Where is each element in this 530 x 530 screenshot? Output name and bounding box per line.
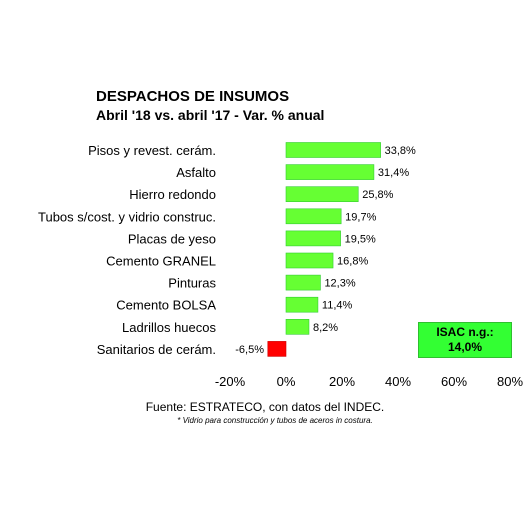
bar-7	[285, 296, 319, 313]
data-label: 19,7%	[345, 211, 376, 223]
bar-2	[285, 186, 359, 202]
x-tick-label: 80%	[497, 374, 523, 389]
bar-3	[285, 208, 342, 225]
category-label: Pisos y revest. cerám.	[88, 143, 216, 158]
data-label: -6,5%	[235, 344, 264, 356]
isac-value: 14,0%	[447, 340, 483, 354]
category-label: Ladrillos huecos	[122, 320, 216, 335]
data-label: 31,4%	[378, 167, 409, 179]
isac-label: ISAC n.g.:	[436, 325, 494, 339]
data-label: 33,8%	[385, 145, 416, 157]
bar-1	[285, 164, 375, 180]
bar-6	[285, 274, 321, 291]
bar-4	[285, 230, 341, 247]
bar-9	[267, 341, 287, 357]
chart-subtitle: Abril '18 vs. abril '17 - Var. % anual	[96, 107, 325, 123]
chart-title: DESPACHOS DE INSUMOS	[96, 88, 290, 105]
bar-5	[285, 252, 334, 269]
source-text: Fuente: ESTRATECO, con datos del INDEC.	[145, 400, 385, 414]
data-label: 11,4%	[322, 300, 353, 312]
x-tick-label: 20%	[329, 374, 355, 389]
category-label: Pinturas	[168, 276, 216, 291]
category-label: Asfalto	[176, 165, 216, 180]
footnote-text: * Vidrio para construcción y tubos de ac…	[177, 416, 373, 425]
bar-8	[285, 318, 310, 335]
x-tick-label: 40%	[385, 374, 411, 389]
data-label: 19,5%	[345, 233, 376, 245]
category-label: Tubos s/cost. y vidrio construc.	[38, 209, 216, 224]
x-tick-label: 0%	[277, 374, 296, 389]
data-label: 12,3%	[324, 278, 355, 290]
category-label: Cemento GRANEL	[106, 254, 216, 269]
category-label: Cemento BOLSA	[116, 298, 216, 313]
isac-box: ISAC n.g.: 14,0%	[418, 322, 512, 358]
category-label: Placas de yeso	[128, 231, 216, 246]
data-label: 25,8%	[362, 189, 393, 201]
x-tick-label: -20%	[215, 374, 246, 389]
bar-0	[285, 142, 381, 158]
data-label: 16,8%	[337, 256, 368, 268]
data-label: 8,2%	[313, 322, 338, 334]
category-label: Hierro redondo	[129, 187, 216, 202]
x-tick-label: 60%	[441, 374, 467, 389]
category-label: Sanitarios de cerám.	[97, 342, 216, 357]
